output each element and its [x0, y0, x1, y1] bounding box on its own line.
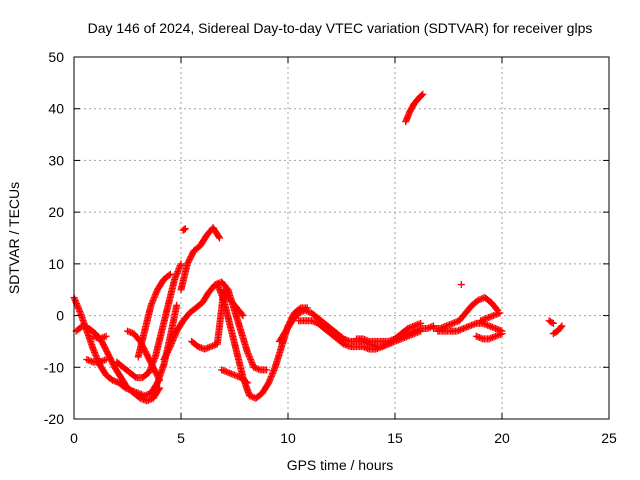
data-point	[156, 384, 164, 392]
data-point	[102, 356, 110, 364]
data-point	[418, 91, 426, 99]
x-tick-label: 15	[387, 430, 403, 446]
y-tick-label: -10	[44, 359, 64, 375]
data-points	[70, 90, 566, 405]
x-tick-label: 10	[280, 430, 296, 446]
data-point	[155, 375, 163, 383]
data-point	[166, 344, 174, 352]
y-tick-label: 50	[48, 49, 64, 65]
y-tick-label: 20	[48, 204, 64, 220]
data-point	[166, 270, 174, 278]
data-point	[263, 366, 271, 374]
data-point	[496, 309, 504, 317]
y-tick-label: 40	[48, 101, 64, 117]
x-tick-label: 20	[494, 430, 510, 446]
data-point	[548, 318, 556, 326]
data-point	[173, 301, 181, 309]
x-tick-labels: 0 5 10 15 20 25	[70, 430, 617, 446]
y-tick-label: 30	[48, 152, 64, 168]
data-point	[102, 332, 110, 340]
grid-lines	[74, 57, 609, 419]
data-point	[242, 378, 250, 386]
x-axis-label: GPS time / hours	[287, 457, 394, 473]
x-tick-label: 5	[177, 430, 185, 446]
data-point	[549, 319, 557, 327]
data-point	[177, 260, 185, 268]
data-point	[155, 385, 163, 393]
data-point	[457, 281, 465, 289]
y-tick-labels: -20 -10 0 10 20 30 40 50	[44, 49, 64, 427]
data-point	[216, 234, 224, 242]
chart-title: Day 146 of 2024, Sidereal Day-to-day VTE…	[88, 20, 593, 36]
data-point	[238, 310, 246, 318]
y-tick-label: 10	[48, 256, 64, 272]
data-point	[239, 312, 247, 320]
data-point	[558, 322, 566, 330]
x-tick-label: 0	[70, 430, 78, 446]
plot-border	[73, 56, 610, 420]
data-point	[181, 225, 189, 233]
data-point	[180, 225, 188, 233]
data-point	[215, 233, 223, 241]
data-point	[419, 90, 427, 98]
x-tick-label: 25	[601, 430, 617, 446]
y-axis-label: SDTVAR / TECUs	[6, 182, 22, 294]
data-point	[165, 271, 173, 279]
y-tick-label: -20	[44, 411, 64, 427]
data-point	[156, 376, 164, 384]
data-point	[498, 330, 506, 338]
axis-ticks	[73, 56, 610, 420]
data-point	[243, 379, 251, 387]
data-point	[557, 323, 565, 331]
y-tick-label: 0	[56, 308, 64, 324]
